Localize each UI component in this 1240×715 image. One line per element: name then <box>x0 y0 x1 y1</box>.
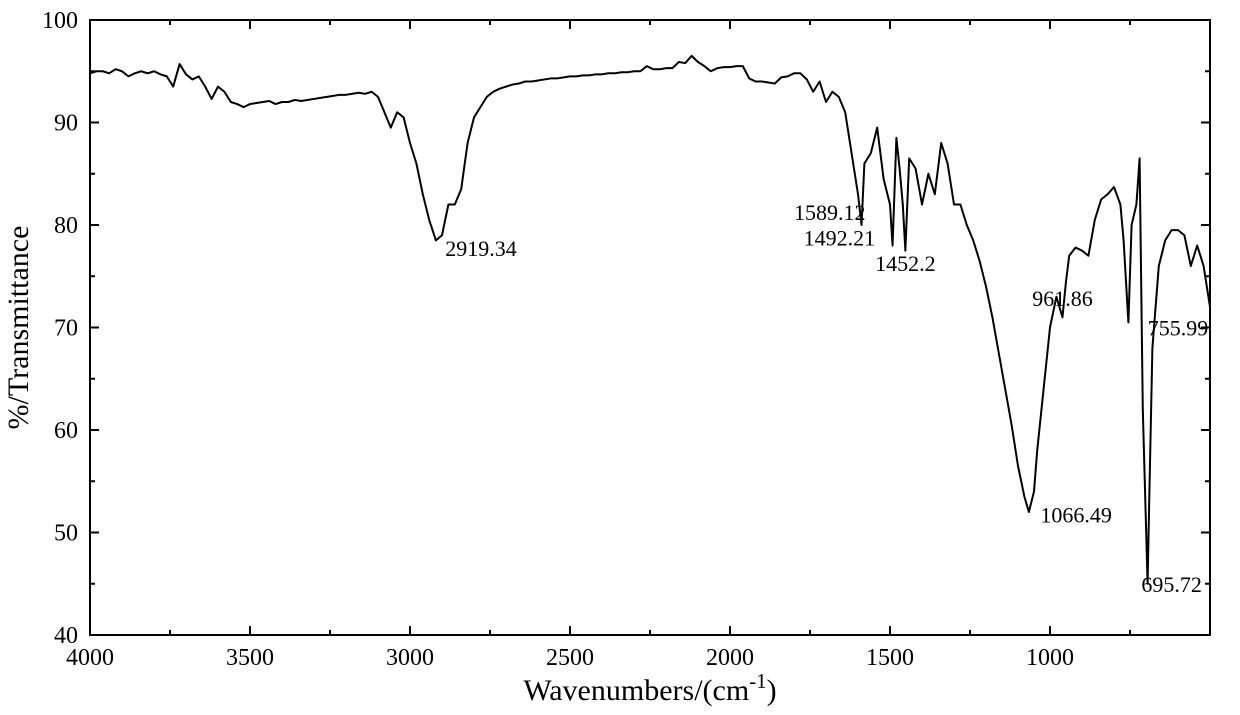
svg-text:961.86: 961.86 <box>1032 286 1093 311</box>
svg-text:1000: 1000 <box>1026 645 1074 671</box>
svg-text:3500: 3500 <box>226 645 274 671</box>
svg-text:3000: 3000 <box>386 645 434 671</box>
svg-text:60: 60 <box>54 418 78 444</box>
svg-text:1589.12: 1589.12 <box>794 200 866 225</box>
svg-text:70: 70 <box>54 316 78 342</box>
svg-text:1066.49: 1066.49 <box>1040 502 1112 527</box>
svg-text:80: 80 <box>54 213 78 239</box>
svg-text:755.99: 755.99 <box>1148 316 1209 341</box>
svg-text:%/Transmittance: %/Transmittance <box>2 226 35 430</box>
svg-text:2919.34: 2919.34 <box>445 236 517 261</box>
svg-text:100: 100 <box>42 8 78 34</box>
svg-text:1492.21: 1492.21 <box>804 226 876 251</box>
svg-text:1500: 1500 <box>866 645 914 671</box>
svg-text:90: 90 <box>54 111 78 137</box>
svg-text:2000: 2000 <box>706 645 754 671</box>
svg-text:2500: 2500 <box>546 645 594 671</box>
svg-text:50: 50 <box>54 521 78 547</box>
svg-text:40: 40 <box>54 623 78 649</box>
svg-text:695.72: 695.72 <box>1141 572 1202 597</box>
svg-text:Wavenumbers/(cm-1): Wavenumbers/(cm-1) <box>523 669 776 707</box>
ir-spectrum-chart: 4000350030002500200015001000405060708090… <box>0 0 1240 715</box>
svg-text:1452.2: 1452.2 <box>875 251 936 276</box>
chart-svg: 4000350030002500200015001000405060708090… <box>0 0 1240 715</box>
